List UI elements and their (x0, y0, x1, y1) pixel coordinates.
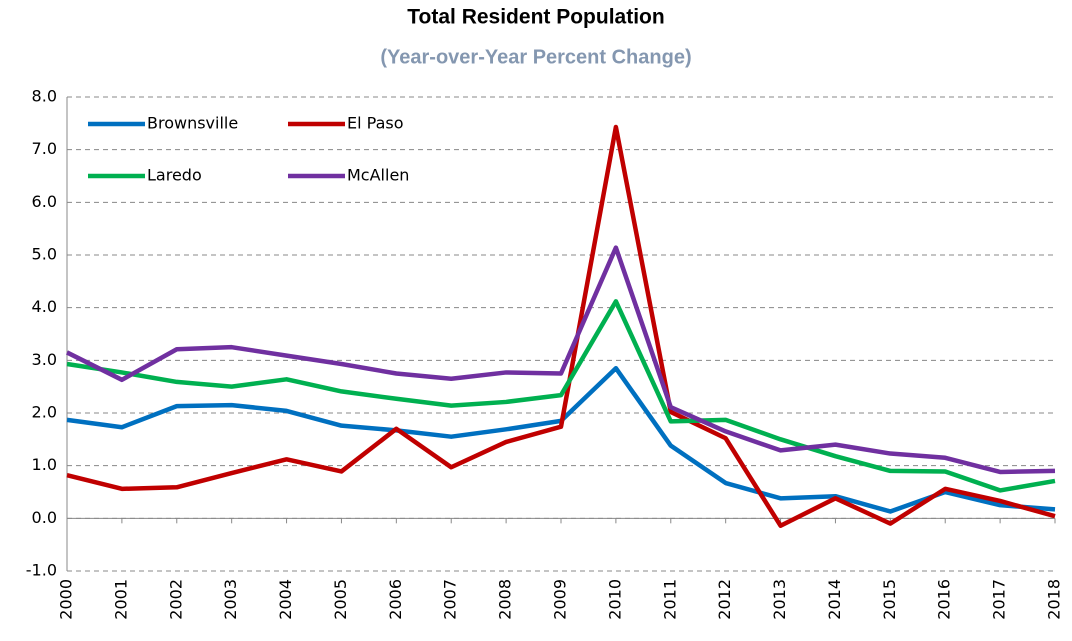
x-tick-label: 2009 (551, 579, 570, 620)
x-tick-label: 2017 (990, 579, 1009, 620)
x-tick-label: 2003 (221, 579, 240, 620)
x-tick-label: 2005 (331, 579, 350, 620)
y-tick-label: 2.0 (32, 403, 57, 422)
x-tick-label: 2008 (496, 579, 515, 620)
data-line (66, 365, 1056, 514)
data-line (65, 245, 1056, 475)
legend-label: Brownsville (147, 114, 238, 133)
chart-title: Total Resident Population (407, 6, 664, 29)
y-tick-label: 3.0 (32, 350, 57, 369)
x-tick-label: 2002 (166, 579, 185, 620)
x-tick-label: 2016 (935, 579, 954, 620)
x-tick-label: 2004 (276, 579, 295, 620)
y-tick-label: 4.0 (32, 297, 57, 316)
x-tick-label: 2011 (660, 579, 679, 620)
x-tick-label: 2007 (441, 579, 460, 620)
y-tick-label: 5.0 (32, 245, 57, 264)
x-tick-label: 2015 (880, 579, 899, 620)
x-tick-label: 2014 (825, 579, 844, 620)
chart-subtitle: (Year-over-Year Percent Change) (380, 46, 691, 68)
y-tick-label: 8.0 (32, 87, 57, 106)
x-tick-label: 2010 (605, 579, 624, 620)
y-tick-label: -1.0 (26, 561, 57, 580)
data-line (66, 299, 1056, 493)
legend-label: Laredo (147, 166, 202, 185)
x-tick-label: 2006 (386, 579, 405, 620)
x-tick-label: 2000 (57, 579, 76, 620)
data-line (66, 124, 1056, 528)
x-tick-label: 2018 (1045, 579, 1064, 620)
y-tick-label: 1.0 (32, 455, 57, 474)
legend-label: McAllen (347, 166, 409, 185)
x-tick-label: 2012 (715, 579, 734, 620)
y-tick-label: 7.0 (32, 139, 57, 158)
x-tick-label: 2013 (770, 579, 789, 620)
legend-label: El Paso (347, 114, 404, 133)
y-tick-label: 0.0 (32, 508, 57, 527)
x-tick-label: 2001 (111, 579, 130, 620)
y-tick-label: 6.0 (32, 192, 57, 211)
